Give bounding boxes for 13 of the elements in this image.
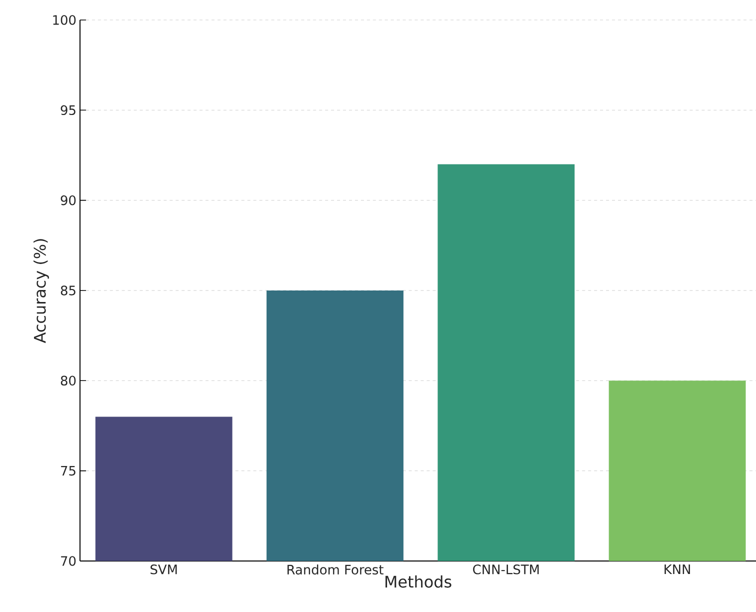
x-tick-label: KNN [664,564,690,574]
y-tick-label: 100 [53,15,76,25]
y-tick-label: 80 [60,376,76,386]
x-tick-label: CNN-LSTM [473,564,539,574]
y-tick-label: 90 [60,195,76,206]
x-tick-label: Random Forest [288,564,384,575]
y-tick-label: 70 [61,556,76,566]
y-tick-label: 85 [60,286,76,296]
y-tick-label: 95 [60,105,76,116]
y-tick-label: 75 [61,466,76,476]
y-axis-title: Accuracy (%) [34,239,49,344]
x-axis-title: Methods [386,575,452,588]
x-tick-label: SVM [150,564,177,574]
